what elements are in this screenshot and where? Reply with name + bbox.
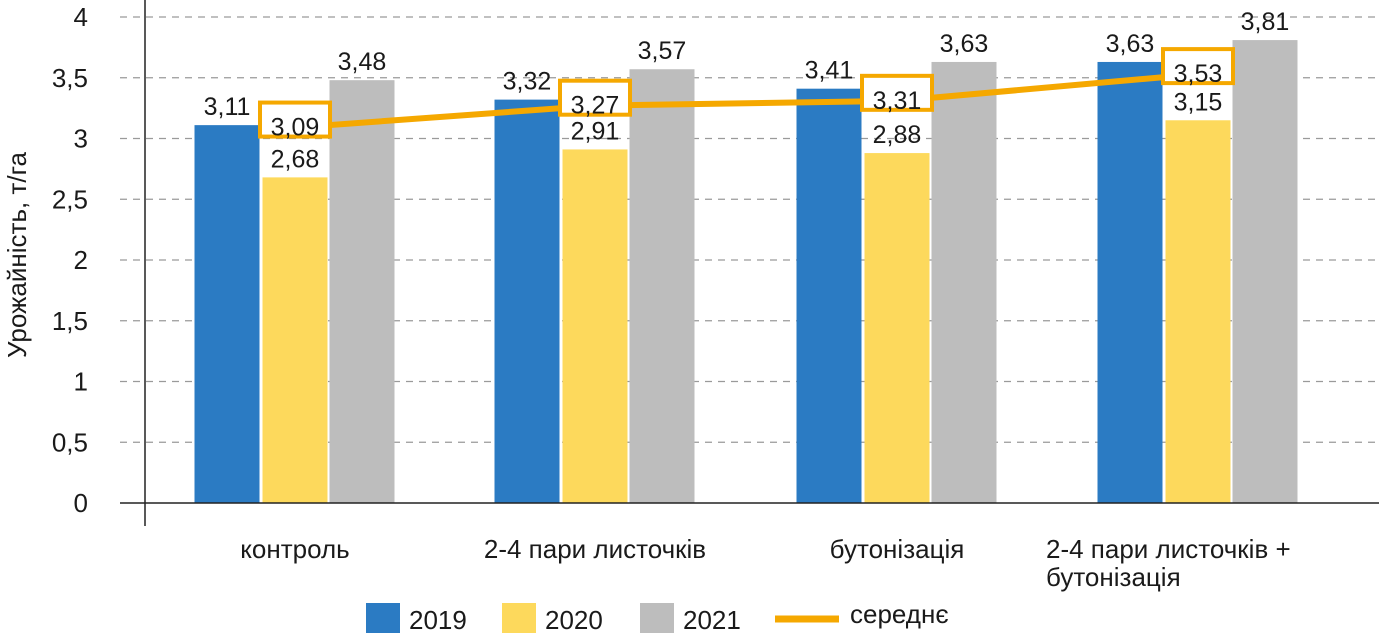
legend-label: 2020 <box>545 605 603 635</box>
average-value-label: 3,31 <box>873 87 922 115</box>
bar-2019 <box>194 125 260 503</box>
y-tick-label: 4 <box>74 2 88 32</box>
legend-label: 2019 <box>409 605 467 635</box>
y-tick-label: 1 <box>74 367 88 397</box>
bar-2021 <box>1232 40 1298 504</box>
bar-2020 <box>864 153 930 503</box>
average-value-label: 3,09 <box>271 114 320 142</box>
bar-2019 <box>796 88 862 503</box>
bar-value-label: 3,57 <box>638 37 687 65</box>
bar-2020 <box>562 149 628 503</box>
y-axis-label: Урожайність, т/га <box>2 152 32 358</box>
bars <box>194 40 1298 504</box>
category-label-line: бутонізація <box>830 534 965 564</box>
bar-value-label: 2,68 <box>271 145 320 173</box>
bar-value-label: 3,48 <box>338 48 387 76</box>
category-label: контроль <box>240 534 349 564</box>
average-line: 3,09 3,27 3,31 3,53 <box>258 47 1235 142</box>
average-value-label: 3,53 <box>1174 60 1223 88</box>
bar-2021 <box>329 80 395 504</box>
bar-data-labels: 3,11 3,32 3,41 3,63 2,68 2,91 2,88 3,15 3,48 3,57… <box>204 8 1290 173</box>
bar-value-label: 3,15 <box>1174 88 1223 116</box>
category-label-line: 2-4 пари листочків + <box>1046 534 1291 564</box>
y-tick-label: 3,5 <box>52 63 88 93</box>
category-label: бутонізація <box>830 534 965 564</box>
y-tick-label: 0,5 <box>52 427 88 457</box>
legend-swatch <box>502 603 536 633</box>
y-tick-label: 0 <box>74 488 88 518</box>
average-label-box <box>1161 47 1235 86</box>
category-label: 2-4 пари листочків + бутонізація <box>1046 534 1291 592</box>
bar-value-label: 3,81 <box>1241 8 1290 36</box>
bar-value-label: 3,11 <box>204 93 251 121</box>
bar-value-label: 3,32 <box>503 68 552 96</box>
category-label-line: 2-4 пари листочків <box>484 534 706 564</box>
y-tick-label: 2 <box>74 245 88 275</box>
bar-2019 <box>494 99 560 504</box>
legend-swatch <box>366 603 400 633</box>
legend-label: 2021 <box>683 605 741 635</box>
category-label-line: контроль <box>240 534 349 564</box>
category-label: 2-4 пари листочків <box>484 534 706 564</box>
bar-value-label: 3,63 <box>940 30 989 58</box>
bar-value-label: 3,41 <box>805 57 854 85</box>
bar-value-label: 3,63 <box>1106 30 1155 58</box>
bar-2019 <box>1097 61 1163 503</box>
y-tick-labels: 0 0,5 1 1,5 2 2,5 3 3,5 4 <box>52 2 88 518</box>
bar-2021 <box>629 69 695 504</box>
bar-2021 <box>931 61 997 503</box>
average-series-line <box>294 71 1199 131</box>
y-tick-label: 2,5 <box>52 184 88 214</box>
legend-label: середнє <box>850 599 949 629</box>
bar-value-label: 2,88 <box>873 121 922 149</box>
y-tick-label: 3 <box>74 124 88 154</box>
legend-swatch <box>640 603 674 633</box>
bar-value-label: 2,91 <box>571 117 620 145</box>
legend: 2019 2020 2021 середнє <box>366 599 949 635</box>
average-label-box <box>860 73 934 112</box>
bar-2020 <box>262 177 328 503</box>
average-label-box <box>258 100 332 139</box>
average-value-label: 3,27 <box>571 92 620 120</box>
y-tick-label: 1,5 <box>52 306 88 336</box>
bar-2020 <box>1165 120 1231 504</box>
average-label-box <box>558 78 632 117</box>
category-labels: контроль 2-4 пари листочків бутонізація 2-4… <box>240 534 1290 592</box>
category-label-line: бутонізація <box>1046 562 1181 592</box>
